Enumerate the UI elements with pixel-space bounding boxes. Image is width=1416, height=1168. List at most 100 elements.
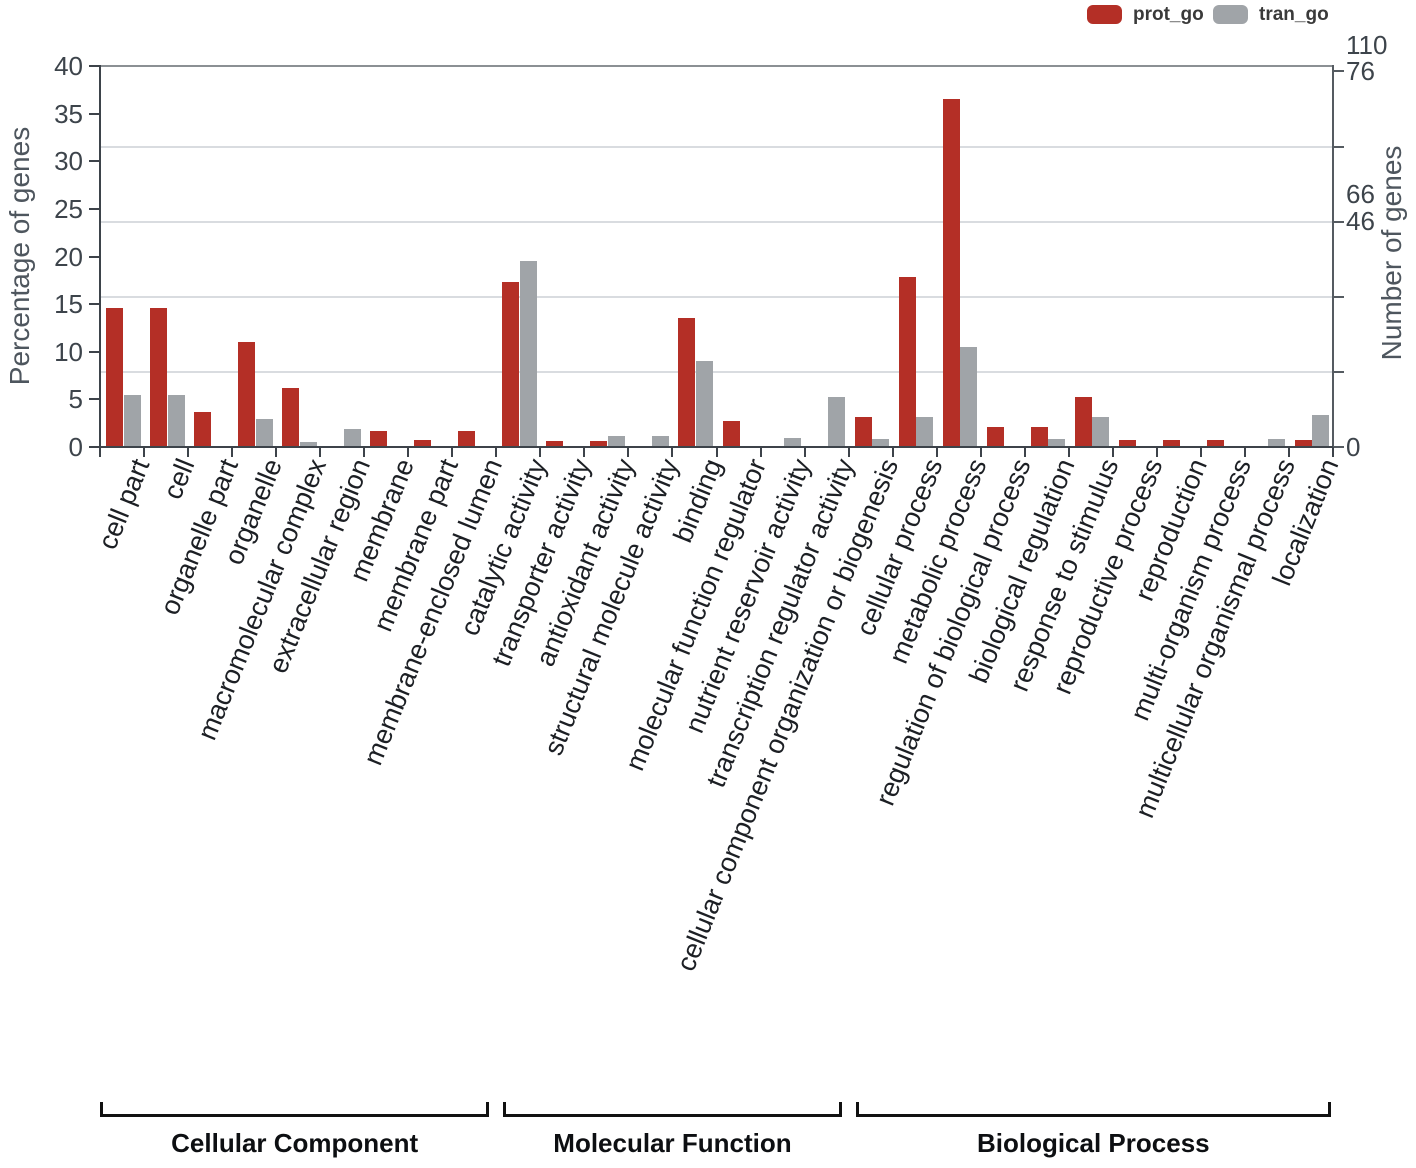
bracket-line — [855, 1114, 1331, 1117]
x-tick — [847, 447, 850, 457]
x-tick — [627, 447, 630, 457]
bar-tran_go — [299, 442, 317, 447]
legend-item-tran-go: tran_go — [1213, 5, 1329, 24]
y-axis-line — [99, 65, 101, 448]
bar-tran_go — [872, 439, 890, 447]
bracket-end — [855, 1102, 859, 1116]
x-tick — [187, 447, 190, 457]
right-tick-label: 0 — [1346, 432, 1361, 462]
y-tick — [89, 112, 100, 115]
bar-prot_go — [1162, 440, 1180, 447]
bar-tran_go — [651, 435, 669, 447]
x-tick — [143, 447, 146, 457]
x-tick — [1067, 447, 1070, 457]
x-tick — [671, 447, 674, 457]
bar-tran_go — [123, 394, 141, 447]
x-tick — [451, 447, 454, 457]
bar-tran_go — [916, 416, 934, 447]
right-tick — [1333, 370, 1344, 373]
bracket-end — [503, 1102, 507, 1116]
y-tick-label: 30 — [54, 146, 83, 177]
x-tick — [1332, 447, 1334, 457]
y-tick-label: 40 — [54, 51, 83, 81]
bracket-end — [1328, 1102, 1331, 1116]
bar-prot_go — [106, 307, 123, 447]
bar-prot_go — [150, 307, 168, 447]
right-tick — [1333, 446, 1344, 448]
bar-prot_go — [414, 440, 432, 447]
x-tick — [935, 447, 938, 457]
bar-tran_go — [1268, 439, 1286, 447]
bar-tran_go — [167, 394, 185, 447]
y-tick — [89, 255, 100, 258]
bar-prot_go — [1294, 440, 1312, 447]
bracket-line — [503, 1114, 842, 1117]
x-tick — [803, 447, 806, 457]
bar-prot_go — [1030, 426, 1048, 447]
x-axis-label: cell — [156, 454, 200, 504]
bar-tran_go — [255, 419, 273, 447]
x-tick — [1199, 447, 1202, 457]
group-label: Biological Process — [976, 1128, 1210, 1158]
bar-prot_go — [502, 282, 520, 447]
right-tick — [1333, 295, 1344, 298]
x-tick — [275, 447, 278, 457]
x-tick — [891, 447, 894, 457]
y-tick — [89, 207, 100, 210]
bar-prot_go — [1118, 440, 1136, 447]
gridline — [101, 220, 1332, 223]
x-tick — [539, 447, 542, 457]
bar-tran_go — [607, 435, 625, 447]
gridline — [101, 145, 1332, 148]
y-tick — [89, 65, 100, 67]
y-tick-label: 5 — [68, 384, 83, 415]
x-tick — [583, 447, 586, 457]
x-axis-label: cell part — [92, 454, 156, 554]
bar-tran_go — [695, 361, 713, 447]
x-tick — [407, 447, 410, 457]
right-tick — [1333, 70, 1344, 73]
right-tick — [1333, 145, 1344, 148]
bar-prot_go — [722, 421, 740, 447]
right-axis-line — [1332, 65, 1334, 448]
right-tick — [1333, 220, 1344, 223]
x-tick — [99, 447, 101, 457]
y-tick — [89, 303, 100, 306]
y-tick-label: 25 — [54, 193, 83, 224]
y-tick — [89, 446, 100, 448]
gridline — [101, 295, 1332, 298]
legend-item-prot-go: prot_go — [1087, 5, 1204, 24]
bar-tran_go — [1092, 416, 1110, 447]
x-tick — [1287, 447, 1290, 457]
bracket-end — [100, 1102, 103, 1116]
right-tick-label: 110 — [1346, 30, 1388, 60]
right-tick-label: 66 — [1346, 179, 1375, 209]
legend-swatch-tran-go — [1213, 5, 1248, 24]
bar-tran_go — [960, 346, 978, 447]
bar-tran_go — [828, 396, 846, 447]
bar-prot_go — [282, 387, 300, 447]
x-tick — [231, 447, 234, 457]
legend-swatch-prot-go — [1087, 5, 1122, 24]
group-label: Cellular Component — [171, 1128, 419, 1158]
y-tick-label: 35 — [54, 98, 83, 129]
x-tick — [319, 447, 322, 457]
x-tick — [1155, 447, 1158, 457]
bar-prot_go — [590, 441, 608, 447]
bar-tran_go — [1312, 414, 1330, 447]
bar-prot_go — [194, 411, 212, 447]
y-tick-label: 15 — [54, 289, 83, 320]
x-tick — [715, 447, 718, 457]
bar-prot_go — [942, 99, 960, 447]
x-tick — [495, 447, 498, 457]
plot-top-border — [99, 65, 1334, 67]
bar-tran_go — [784, 438, 802, 447]
bar-prot_go — [854, 417, 872, 447]
bar-prot_go — [986, 426, 1004, 447]
bar-prot_go — [1074, 396, 1092, 447]
bar-tran_go — [343, 428, 361, 447]
x-tick — [759, 447, 762, 457]
bar-prot_go — [238, 342, 256, 447]
bar-prot_go — [898, 277, 916, 447]
